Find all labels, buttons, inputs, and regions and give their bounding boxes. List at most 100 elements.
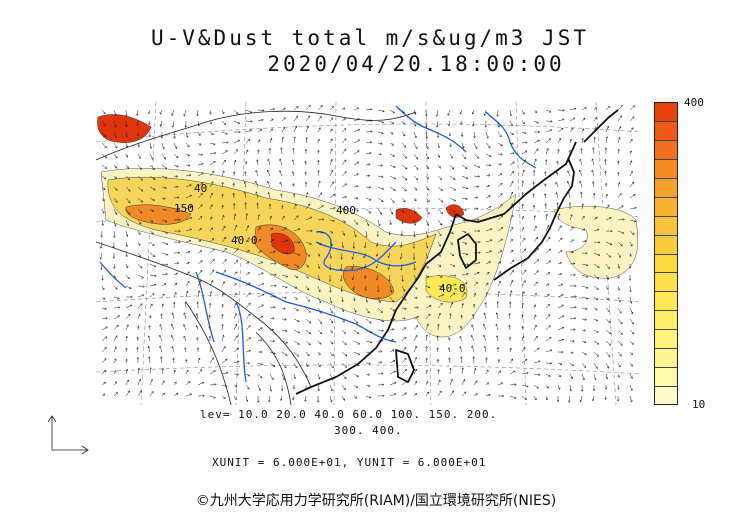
wind-vector bbox=[341, 138, 347, 144]
wind-vector bbox=[364, 241, 367, 248]
wind-vector-head bbox=[404, 156, 408, 159]
wind-vector bbox=[521, 142, 528, 144]
wind-vector-head bbox=[595, 216, 598, 219]
wind-vector-head bbox=[339, 279, 343, 282]
wind-vector-head bbox=[596, 276, 600, 280]
wind-vector bbox=[365, 109, 373, 111]
wind-vector-head bbox=[534, 292, 537, 296]
wind-vector bbox=[101, 317, 108, 320]
wind-vector bbox=[569, 384, 572, 392]
wind-vector-head bbox=[148, 122, 151, 126]
wind-vector-head bbox=[280, 193, 283, 196]
wind-vector-head bbox=[375, 244, 379, 247]
wind-vector-head bbox=[448, 357, 451, 360]
wind-vector bbox=[521, 314, 523, 320]
wind-vector bbox=[113, 175, 117, 179]
wind-vector-head bbox=[382, 394, 385, 398]
wind-vector-head bbox=[101, 278, 104, 281]
wind-vector-head bbox=[510, 123, 513, 127]
wind-vector-head bbox=[472, 313, 475, 317]
wind-vector bbox=[221, 334, 224, 342]
wind-vector bbox=[533, 248, 539, 254]
wind-vector bbox=[305, 105, 311, 111]
wind-vector-head bbox=[320, 104, 323, 108]
wind-vector-head bbox=[189, 194, 193, 198]
wind-vector bbox=[113, 370, 117, 375]
wind-vector-head bbox=[149, 367, 152, 370]
wind-vector bbox=[388, 263, 391, 270]
wind-vector bbox=[233, 395, 237, 400]
wind-vector bbox=[148, 120, 151, 125]
wind-vector-head bbox=[112, 246, 116, 249]
wind-vector-head bbox=[537, 139, 541, 143]
wind-vector-head bbox=[403, 133, 406, 137]
wind-vector bbox=[521, 259, 527, 265]
wind-vector bbox=[185, 251, 191, 254]
wind-vector bbox=[629, 340, 634, 345]
wind-vector-head bbox=[500, 382, 504, 385]
wind-vector-head bbox=[256, 202, 259, 205]
wind-vector bbox=[305, 340, 311, 346]
wind-vector bbox=[137, 153, 141, 159]
wind-vector bbox=[281, 362, 287, 369]
wind-vector-head bbox=[628, 266, 632, 269]
wind-vector bbox=[160, 356, 163, 364]
wind-vector bbox=[161, 175, 168, 179]
wind-vector bbox=[137, 390, 142, 397]
wind-vector-head bbox=[294, 286, 298, 289]
wind-vector-head bbox=[604, 147, 608, 150]
wind-vector-head bbox=[608, 331, 612, 335]
wind-vector-head bbox=[234, 312, 237, 316]
wind-vector-head bbox=[255, 169, 258, 173]
wind-vector-head bbox=[550, 119, 553, 123]
wind-vector bbox=[605, 126, 609, 133]
wind-vector-head bbox=[319, 192, 322, 195]
wind-vector-head bbox=[226, 141, 229, 144]
wind-vector bbox=[448, 347, 451, 353]
wind-vector bbox=[545, 236, 551, 243]
wind-vector-head bbox=[571, 363, 574, 367]
wind-vector-head bbox=[490, 239, 493, 242]
wind-vector bbox=[101, 358, 107, 364]
wind-vector-head bbox=[243, 181, 247, 184]
wind-vector bbox=[173, 142, 177, 149]
wind-vector-head bbox=[511, 142, 514, 145]
wind-vector-head bbox=[584, 240, 587, 243]
wind-vector-head bbox=[331, 342, 334, 345]
wind-vector bbox=[257, 327, 263, 331]
wind-vector bbox=[149, 142, 152, 149]
wind-vector-head bbox=[629, 150, 632, 153]
wind-vector-head bbox=[357, 128, 361, 132]
wind-vector bbox=[485, 217, 492, 221]
wind-vector bbox=[521, 395, 527, 401]
wind-vector-head bbox=[498, 280, 501, 284]
wind-vector-head bbox=[128, 313, 131, 317]
wind-vector-head bbox=[200, 216, 203, 219]
wind-vector-head bbox=[343, 220, 347, 223]
wind-vector bbox=[101, 336, 108, 342]
wind-vector-head bbox=[392, 200, 395, 203]
wind-vector-head bbox=[223, 396, 226, 399]
wind-vector bbox=[197, 216, 203, 221]
wind-vector-head bbox=[620, 332, 623, 335]
wind-vector bbox=[113, 358, 117, 364]
wind-vector bbox=[497, 227, 504, 232]
wind-vector-head bbox=[538, 360, 541, 363]
wind-vector-head bbox=[437, 368, 440, 372]
wind-vector bbox=[221, 109, 225, 114]
wind-vector-head bbox=[622, 218, 625, 221]
wind-vector-head bbox=[224, 259, 227, 262]
wind-vector-head bbox=[125, 254, 128, 258]
wind-vector-head bbox=[114, 135, 117, 139]
wind-vector-head bbox=[236, 248, 239, 251]
color-scale-step bbox=[654, 310, 678, 330]
wind-vector bbox=[401, 164, 408, 170]
wind-vector bbox=[221, 372, 228, 375]
wind-vector bbox=[460, 356, 463, 364]
wind-vector bbox=[257, 373, 263, 379]
wind-vector-head bbox=[183, 114, 186, 117]
wind-vector bbox=[485, 142, 491, 148]
wind-vector-head bbox=[415, 325, 419, 328]
wind-vector-head bbox=[461, 302, 464, 306]
wind-vector-head bbox=[488, 145, 491, 149]
